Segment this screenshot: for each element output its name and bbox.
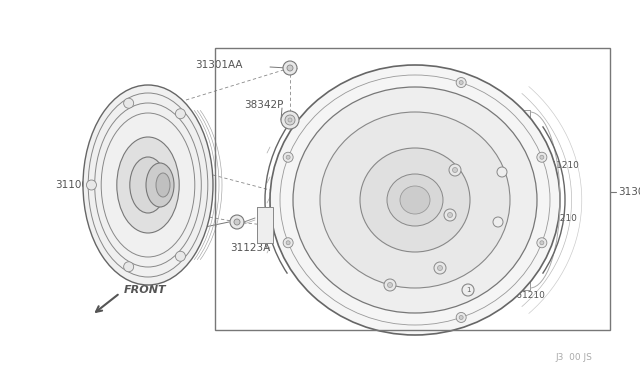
Circle shape bbox=[462, 284, 474, 296]
Circle shape bbox=[287, 65, 293, 71]
Circle shape bbox=[175, 251, 186, 261]
Circle shape bbox=[459, 81, 463, 84]
Circle shape bbox=[286, 155, 290, 159]
Circle shape bbox=[444, 209, 456, 221]
Text: 31100: 31100 bbox=[55, 180, 88, 190]
Ellipse shape bbox=[320, 112, 510, 288]
Circle shape bbox=[283, 238, 293, 248]
Circle shape bbox=[230, 215, 244, 229]
Circle shape bbox=[124, 98, 134, 108]
Text: (1): (1) bbox=[516, 170, 529, 180]
Circle shape bbox=[447, 212, 452, 218]
Ellipse shape bbox=[293, 87, 537, 313]
Circle shape bbox=[537, 152, 547, 162]
Bar bbox=[475, 110, 530, 290]
Circle shape bbox=[234, 219, 240, 225]
Circle shape bbox=[540, 155, 544, 159]
Circle shape bbox=[124, 262, 134, 272]
Circle shape bbox=[456, 312, 466, 323]
Text: 38342P: 38342P bbox=[244, 100, 284, 110]
Circle shape bbox=[384, 279, 396, 291]
Text: (1): (1) bbox=[484, 301, 497, 310]
Circle shape bbox=[434, 262, 446, 274]
Ellipse shape bbox=[130, 157, 166, 213]
Ellipse shape bbox=[156, 173, 170, 197]
Circle shape bbox=[452, 167, 458, 173]
Circle shape bbox=[86, 180, 97, 190]
Circle shape bbox=[449, 164, 461, 176]
Circle shape bbox=[537, 238, 547, 248]
Circle shape bbox=[175, 109, 186, 119]
Circle shape bbox=[459, 315, 463, 320]
Bar bbox=[257, 207, 273, 243]
Text: (1): (1) bbox=[516, 224, 529, 232]
Ellipse shape bbox=[83, 85, 213, 285]
Circle shape bbox=[438, 266, 442, 270]
Circle shape bbox=[288, 118, 292, 122]
Text: Ⓑ 08160-61210: Ⓑ 08160-61210 bbox=[510, 160, 579, 170]
Ellipse shape bbox=[400, 186, 430, 214]
Circle shape bbox=[540, 241, 544, 245]
Ellipse shape bbox=[387, 174, 443, 226]
Ellipse shape bbox=[116, 137, 179, 233]
Circle shape bbox=[283, 61, 297, 75]
Text: FRONT: FRONT bbox=[124, 285, 166, 295]
Text: 31300: 31300 bbox=[618, 187, 640, 197]
Text: 31301AA: 31301AA bbox=[195, 60, 243, 70]
Text: Ⓑ 08160-61210: Ⓑ 08160-61210 bbox=[508, 214, 577, 222]
Circle shape bbox=[281, 111, 299, 129]
Text: 31328E: 31328E bbox=[400, 260, 440, 270]
Circle shape bbox=[283, 152, 293, 162]
Circle shape bbox=[497, 167, 507, 177]
Ellipse shape bbox=[360, 148, 470, 252]
Text: 31328: 31328 bbox=[348, 285, 381, 295]
Text: J3  00 JS: J3 00 JS bbox=[555, 353, 592, 362]
Text: 31123A: 31123A bbox=[230, 243, 270, 253]
Circle shape bbox=[387, 282, 392, 288]
Text: 31301AA: 31301AA bbox=[138, 225, 186, 235]
Text: Ⓑ 08160-61210: Ⓑ 08160-61210 bbox=[476, 291, 545, 299]
Circle shape bbox=[456, 77, 466, 87]
Text: 31328E: 31328E bbox=[420, 143, 460, 153]
Bar bbox=[215, 48, 610, 330]
Ellipse shape bbox=[146, 163, 174, 207]
Text: 1: 1 bbox=[466, 287, 470, 293]
Circle shape bbox=[286, 241, 290, 245]
Ellipse shape bbox=[270, 65, 560, 335]
Circle shape bbox=[493, 217, 503, 227]
Circle shape bbox=[285, 115, 295, 125]
Text: 31328E: 31328E bbox=[425, 195, 465, 205]
